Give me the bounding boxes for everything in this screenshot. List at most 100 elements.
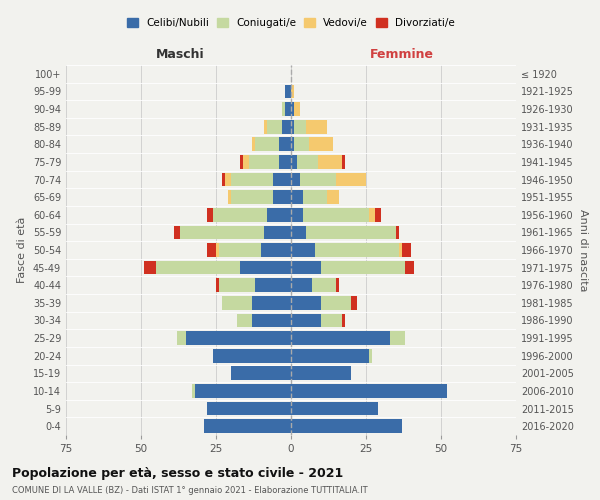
Text: Femmine: Femmine	[370, 48, 434, 62]
Bar	[300, 172, 336, 186]
Bar	[252, 314, 291, 328]
Bar	[291, 120, 294, 134]
Y-axis label: Fasce di età: Fasce di età	[17, 217, 27, 283]
Bar	[219, 243, 261, 257]
Legend: Celibi/Nubili, Coniugati/e, Vedovi/e, Divorziati/e: Celibi/Nubili, Coniugati/e, Vedovi/e, Di…	[127, 18, 455, 28]
Bar	[240, 260, 291, 274]
Bar	[195, 384, 291, 398]
Bar	[279, 155, 291, 169]
Bar	[390, 331, 405, 345]
Bar	[207, 402, 291, 415]
Bar	[291, 102, 294, 116]
Bar	[291, 420, 402, 433]
Bar	[231, 366, 291, 380]
Bar	[318, 155, 342, 169]
Bar	[267, 208, 291, 222]
Bar	[213, 208, 267, 222]
Bar	[315, 243, 399, 257]
Bar	[252, 296, 291, 310]
Bar	[282, 120, 291, 134]
Bar	[204, 420, 291, 433]
Bar	[309, 138, 333, 151]
Bar	[273, 172, 291, 186]
Bar	[174, 226, 180, 239]
Bar	[186, 331, 291, 345]
Bar	[231, 172, 273, 186]
Bar	[369, 349, 372, 362]
Bar	[264, 120, 267, 134]
Bar	[291, 402, 378, 415]
Bar	[342, 314, 345, 328]
Bar	[264, 226, 291, 239]
Bar	[156, 260, 240, 274]
Bar	[306, 226, 396, 239]
Bar	[294, 120, 306, 134]
Bar	[306, 120, 327, 134]
Bar	[336, 172, 366, 186]
Bar	[291, 366, 351, 380]
Bar	[177, 331, 186, 345]
Bar	[180, 226, 264, 239]
Bar	[351, 296, 357, 310]
Bar	[279, 138, 291, 151]
Bar	[144, 260, 156, 274]
Bar	[225, 172, 231, 186]
Bar	[291, 172, 300, 186]
Bar	[261, 243, 291, 257]
Bar	[285, 84, 291, 98]
Bar	[297, 155, 318, 169]
Bar	[342, 155, 345, 169]
Bar	[405, 260, 414, 274]
Bar	[369, 208, 375, 222]
Bar	[252, 138, 255, 151]
Bar	[192, 384, 195, 398]
Bar	[255, 138, 279, 151]
Bar	[291, 243, 315, 257]
Text: COMUNE DI LA VALLE (BZ) - Dati ISTAT 1° gennaio 2021 - Elaborazione TUTTITALIA.I: COMUNE DI LA VALLE (BZ) - Dati ISTAT 1° …	[12, 486, 368, 495]
Bar	[267, 120, 282, 134]
Bar	[294, 102, 300, 116]
Bar	[207, 243, 216, 257]
Bar	[321, 260, 405, 274]
Bar	[291, 260, 321, 274]
Bar	[321, 296, 351, 310]
Y-axis label: Anni di nascita: Anni di nascita	[578, 209, 587, 291]
Bar	[285, 102, 291, 116]
Bar	[291, 84, 294, 98]
Bar	[273, 190, 291, 204]
Bar	[213, 349, 291, 362]
Bar	[291, 138, 294, 151]
Bar	[216, 243, 219, 257]
Bar	[228, 190, 231, 204]
Bar	[291, 314, 321, 328]
Bar	[255, 278, 291, 292]
Bar	[231, 190, 273, 204]
Bar	[216, 278, 219, 292]
Bar	[312, 278, 336, 292]
Bar	[207, 208, 213, 222]
Bar	[402, 243, 411, 257]
Bar	[291, 331, 390, 345]
Bar	[249, 155, 279, 169]
Bar	[396, 226, 399, 239]
Bar	[282, 102, 285, 116]
Bar	[375, 208, 381, 222]
Bar	[336, 278, 339, 292]
Bar	[222, 172, 225, 186]
Bar	[237, 314, 252, 328]
Bar	[399, 243, 402, 257]
Bar	[291, 278, 312, 292]
Text: Popolazione per età, sesso e stato civile - 2021: Popolazione per età, sesso e stato civil…	[12, 468, 343, 480]
Bar	[291, 190, 303, 204]
Bar	[240, 155, 243, 169]
Bar	[243, 155, 249, 169]
Bar	[222, 296, 252, 310]
Bar	[294, 138, 309, 151]
Bar	[327, 190, 339, 204]
Bar	[291, 296, 321, 310]
Bar	[291, 349, 369, 362]
Text: Maschi: Maschi	[155, 48, 205, 62]
Bar	[291, 208, 303, 222]
Bar	[321, 314, 342, 328]
Bar	[303, 190, 327, 204]
